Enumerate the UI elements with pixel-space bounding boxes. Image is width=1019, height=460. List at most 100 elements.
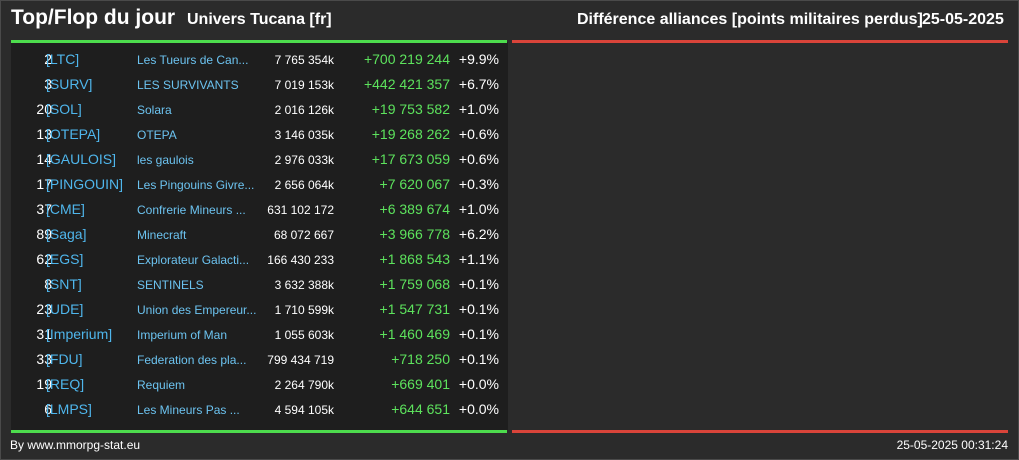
metric-label: Différence alliances [points militaires … — [577, 11, 923, 28]
alliance-difference: +6 389 674 — [379, 201, 450, 217]
alliance-difference: +17 673 059 — [371, 151, 450, 167]
table-row: 19 [REQ] Requiem 2 264 790k +669 401 +0.0% — [11, 372, 508, 397]
alliance-rank: 20 — [36, 101, 52, 117]
alliance-name-link[interactable]: Minecraft — [137, 228, 187, 242]
alliance-name-link[interactable]: Union des Empereur... — [137, 303, 257, 317]
alliance-name-link[interactable]: Les Tueurs de Can... — [137, 53, 249, 67]
table-row: 14 [GAULOIS] les gaulois 2 976 033k +17 673 … — [11, 147, 508, 172]
alliance-points: 7 019 153k — [274, 78, 334, 92]
alliance-tag-link[interactable]: [OTEPA] — [46, 126, 101, 142]
alliance-difference: +700 219 244 — [363, 51, 450, 67]
alliance-points: 2 976 033k — [274, 153, 334, 167]
alliance-percent-change: +1.1% — [458, 251, 499, 267]
alliance-rank: 8 — [44, 276, 52, 292]
alliance-name-link[interactable]: Imperium of Man — [137, 328, 228, 342]
alliance-tag-link[interactable]: [REQ] — [46, 376, 85, 392]
alliance-difference: +3 966 778 — [379, 226, 450, 242]
alliance-points: 799 434 719 — [267, 353, 334, 367]
alliance-points: 4 594 105k — [274, 403, 334, 417]
table-row: 23 [UDE] Union des Empereur... 1 710 599k +1… — [11, 297, 508, 322]
page-title: Top/Flop du jour — [11, 6, 176, 29]
alliance-name-link[interactable]: Les Mineurs Pas ... — [137, 403, 240, 417]
alliance-points: 2 656 064k — [274, 178, 334, 192]
flop-panel — [512, 42, 1008, 430]
table-row: 6 [LMPS] Les Mineurs Pas ... 4 594 105k +644… — [11, 397, 508, 422]
alliance-points: 2 016 126k — [274, 103, 334, 117]
alliance-percent-change: +0.6% — [458, 151, 499, 167]
alliance-difference: +1 759 068 — [379, 276, 450, 292]
alliance-rank: 6 — [44, 401, 52, 417]
alliance-points: 7 765 354k — [274, 53, 334, 67]
alliance-points: 2 264 790k — [274, 378, 334, 392]
top-panel-bottom-border — [11, 430, 507, 433]
alliance-difference: +669 401 — [391, 376, 450, 392]
table-row: 37 [CME] Confrerie Mineurs ... 631 102 172 +… — [11, 197, 508, 222]
top-panel — [11, 42, 508, 430]
alliance-difference: +1 868 543 — [379, 251, 450, 267]
table-row: 17 [PINGOUIN] Les Pingouins Givre... 2 656 … — [11, 172, 508, 197]
footer-timestamp: 25-05-2025 00:31:24 — [896, 438, 1008, 452]
alliance-rank: 17 — [36, 176, 52, 192]
alliance-points: 166 430 233 — [267, 253, 334, 267]
flop-panel-bottom-border — [512, 430, 1008, 433]
alliance-tag-link[interactable]: [GAULOIS] — [46, 151, 117, 167]
alliance-difference: +442 421 357 — [363, 76, 450, 92]
alliance-tag-link[interactable]: [LTC] — [46, 51, 80, 67]
alliance-difference: +1 547 731 — [379, 301, 450, 317]
table-row: 3 [SURV] LES SURVIVANTS 7 019 153k +442 421 … — [11, 72, 508, 97]
alliance-percent-change: +6.2% — [458, 226, 499, 242]
table-row: 31 [Imperium] Imperium of Man 1 055 603k +1 … — [11, 322, 508, 347]
alliance-difference: +1 460 469 — [379, 326, 450, 342]
alliance-name-link[interactable]: LES SURVIVANTS — [137, 78, 239, 92]
alliance-name-link[interactable]: Federation des pla... — [137, 353, 247, 367]
alliance-rank: 33 — [36, 351, 52, 367]
alliance-difference: +19 268 262 — [371, 126, 450, 142]
alliance-tag-link[interactable]: [Imperium] — [46, 326, 113, 342]
alliance-difference: +7 620 067 — [379, 176, 450, 192]
alliance-percent-change: +0.6% — [458, 126, 499, 142]
alliance-tag-link[interactable]: [SNT] — [46, 276, 82, 292]
alliance-name-link[interactable]: Explorateur Galacti... — [137, 253, 250, 267]
alliance-name-link[interactable]: Solara — [137, 103, 172, 117]
alliance-rank: 23 — [36, 301, 52, 317]
table-row: 8 [SNT] SENTINELS 3 632 388k +1 759 068 +0.1% — [11, 272, 508, 297]
alliance-name-link[interactable]: Les Pingouins Givre... — [137, 178, 255, 192]
alliance-tag-link[interactable]: [SURV] — [46, 76, 93, 92]
alliance-points: 1 055 603k — [274, 328, 334, 342]
alliance-percent-change: +0.1% — [458, 276, 499, 292]
alliance-rank: 2 — [44, 51, 52, 67]
table-row: 13 [OTEPA] OTEPA 3 146 035k +19 268 262 +0.6% — [11, 122, 508, 147]
alliance-percent-change: +0.1% — [458, 301, 499, 317]
top-panel-top-border — [11, 40, 507, 43]
alliance-difference: +718 250 — [391, 351, 450, 367]
alliance-tag-link[interactable]: [LMPS] — [46, 401, 92, 417]
table-row: 89 [Saga] Minecraft 68 072 667 +3 966 778 +6.… — [11, 222, 508, 247]
alliance-points: 631 102 172 — [267, 203, 334, 217]
alliance-points: 3 632 388k — [274, 278, 334, 292]
header-date: 25-05-2025 — [922, 11, 1004, 28]
alliance-name-link[interactable]: OTEPA — [137, 128, 177, 142]
alliance-percent-change: +0.0% — [458, 401, 499, 417]
alliance-tag-link[interactable]: [Saga] — [46, 226, 87, 242]
alliance-name-link[interactable]: SENTINELS — [137, 278, 204, 292]
alliance-name-link[interactable]: Requiem — [137, 378, 186, 392]
alliance-tag-link[interactable]: [EGS] — [46, 251, 84, 267]
alliance-rank: 89 — [36, 226, 52, 242]
alliance-percent-change: +9.9% — [458, 51, 499, 67]
alliance-points: 3 146 035k — [274, 128, 334, 142]
alliance-name-link[interactable]: Confrerie Mineurs ... — [137, 203, 246, 217]
alliance-percent-change: +0.0% — [458, 376, 499, 392]
alliance-tag-link[interactable]: [PINGOUIN] — [46, 176, 124, 192]
flop-panel-top-border — [512, 40, 1008, 43]
alliance-tag-link[interactable]: [FDU] — [46, 351, 83, 367]
alliance-rank: 13 — [36, 126, 52, 142]
alliance-tag-link[interactable]: [UDE] — [46, 301, 84, 317]
alliance-tag-link[interactable]: [CME] — [46, 201, 85, 217]
alliance-percent-change: +0.3% — [458, 176, 499, 192]
credit-text: By www.mmorpg-stat.eu — [10, 438, 141, 452]
alliance-tag-link[interactable]: [SOL] — [46, 101, 82, 117]
top-ranking-list: 2 [LTC] Les Tueurs de Can... 7 765 354k +700… — [11, 47, 508, 422]
alliance-difference: +644 651 — [391, 401, 450, 417]
alliance-name-link[interactable]: les gaulois — [137, 153, 194, 167]
alliance-points: 68 072 667 — [273, 228, 334, 242]
